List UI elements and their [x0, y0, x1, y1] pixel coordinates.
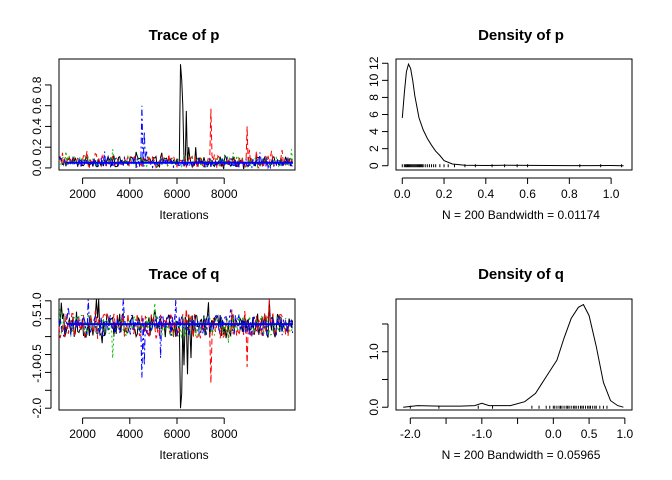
trace-q-x-tick-label: 8000 — [211, 427, 238, 441]
density-p-title: Density of p — [478, 27, 564, 44]
density-p-y-tick-label: 6 — [367, 111, 381, 118]
density-p-plot-area: 0.0 0.2 0.4 0.6 0.8 1.0 0 2 4 6 8 10 12 — [367, 56, 633, 201]
density-p-y-tick-label: 10 — [367, 73, 381, 87]
trace-p-plot-area: 2000 4000 6000 8000 0.0 0.2 0.4 0.6 0.8 — [30, 58, 296, 201]
trace-q-series-line — [58, 299, 294, 378]
trace-p-y-tick-label: 0.8 — [30, 76, 44, 93]
density-q-x-tick-label: 1.0 — [617, 427, 634, 441]
density-q-xlabel: N = 200 Bandwidth = 0.05965 — [442, 448, 601, 462]
density-q-x-tick-label: -1.0 — [471, 427, 492, 441]
trace-q-x-tick-label: 2000 — [69, 427, 96, 441]
trace-p-y-tick-label: 0.4 — [30, 118, 44, 135]
trace-q-series-line — [58, 299, 293, 384]
density-q-x-tick-label: -2.0 — [400, 427, 421, 441]
density-p-y-tick-label: 12 — [367, 56, 381, 70]
trace-q-title: Trace of q — [149, 266, 220, 283]
density-p-x-tick-label: 0.6 — [519, 187, 536, 201]
density-p-x-tick-label: 0.4 — [477, 187, 494, 201]
trace-q-series-line — [58, 299, 294, 409]
density-p-x-tick-label: 0.0 — [394, 187, 411, 201]
trace-p-y-tick-label: 0.6 — [30, 97, 44, 114]
density-q-y-tick-label: 1.0 — [367, 343, 381, 360]
trace-p-x-tick-label: 2000 — [69, 187, 96, 201]
trace-q-plot-area: 2000 4000 6000 8000 -2.0 -1.0-0.5 0.51.0 — [30, 292, 296, 441]
trace-q-xlabel: Iterations — [159, 448, 208, 462]
density-q-frame — [395, 298, 633, 411]
density-p-x-tick-label: 0.2 — [436, 187, 453, 201]
density-p-xlabel: N = 200 Bandwidth = 0.01174 — [442, 208, 600, 222]
trace-q-y-tick-label: -1.0 — [30, 362, 44, 383]
trace-q-y-tick-label: 0.5 — [30, 310, 44, 327]
trace-p-x-tick-label: 6000 — [164, 187, 191, 201]
density-p-density-curve — [401, 62, 624, 167]
trace-q-frame — [58, 298, 296, 411]
density-q-y-tick-label: 0.0 — [367, 399, 381, 416]
density-p-y-tick-label: 2 — [367, 145, 381, 152]
density-q-x-tick-label: 0.5 — [581, 427, 598, 441]
density-q-x-tick-label: 0.0 — [545, 427, 562, 441]
panel-trace-q: Trace of q 2000 4000 6000 8000 -2.0 -1.0-0.5 0… — [30, 266, 296, 462]
panel-density-p: Density of p 0.0 0.2 0.4 0.6 0.8 1.0 0 2 4 6 8 10 12… — [367, 27, 633, 222]
trace-q-x-tick-label: 4000 — [116, 427, 143, 441]
panel-trace-p: Trace of p 2000 4000 6000 8000 0.0 0.2 0.4 0.6 0… — [30, 27, 296, 222]
trace-p-frame — [58, 58, 296, 171]
density-p-x-tick-label: 0.8 — [561, 187, 578, 201]
trace-p-y-tick-label: 0.0 — [30, 159, 44, 176]
trace-p-title: Trace of p — [149, 27, 220, 44]
trace-q-x-tick-label: 6000 — [164, 427, 191, 441]
density-p-y-tick-label: 4 — [367, 128, 381, 135]
trace-p-x-tick-label: 4000 — [116, 187, 143, 201]
trace-p-xlabel: Iterations — [159, 208, 208, 222]
density-p-x-tick-label: 1.0 — [603, 187, 620, 201]
density-q-plot-area: -2.0 -1.0 0.0 0.5 1.0 0.0 1.0 — [367, 298, 634, 441]
density-p-y-tick-label: 0 — [367, 162, 381, 169]
panel-density-q: Density of q -2.0 -1.0 0.0 0.5 1.0 0.0 1.0 N =… — [367, 266, 634, 462]
trace-q-y-tick-label: -2.0 — [30, 398, 44, 419]
trace-p-series-line — [58, 64, 294, 170]
trace-p-series-line — [58, 105, 293, 170]
trace-q-y-tick-label: 1.0 — [30, 292, 44, 309]
density-q-title: Density of q — [478, 266, 564, 283]
density-q-density-curve — [403, 303, 624, 408]
density-p-frame — [395, 58, 633, 171]
trace-p-y-tick-label: 0.2 — [30, 139, 44, 156]
trace-q-y-tick-label: -0.5 — [30, 344, 44, 365]
density-p-y-tick-label: 8 — [367, 94, 381, 101]
trace-p-x-tick-label: 8000 — [211, 187, 238, 201]
